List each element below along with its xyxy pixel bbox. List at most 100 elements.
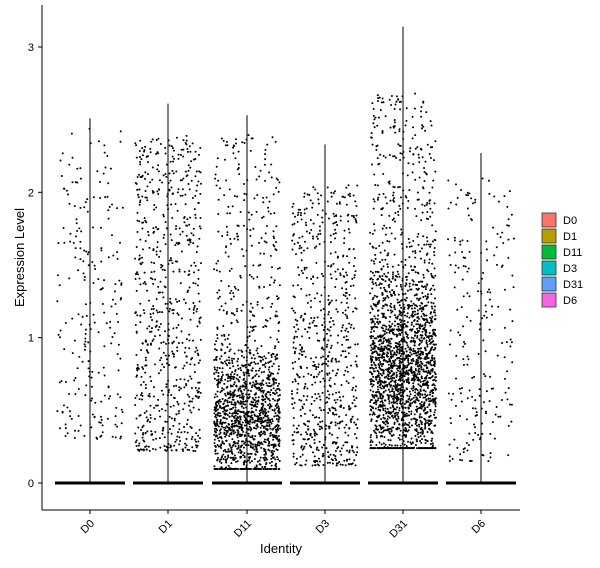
- data-point: [395, 285, 398, 288]
- data-point: [299, 365, 302, 368]
- data-point: [310, 374, 313, 377]
- data-point: [165, 358, 168, 361]
- series-points-D0: [56, 127, 124, 440]
- data-point: [59, 329, 62, 332]
- data-point: [417, 376, 420, 379]
- data-point: [232, 456, 235, 459]
- data-point: [256, 352, 259, 355]
- data-point: [64, 427, 67, 430]
- data-point: [231, 385, 234, 388]
- data-point: [430, 319, 433, 322]
- data-point: [345, 335, 348, 338]
- data-point: [375, 366, 378, 369]
- data-point: [327, 397, 330, 400]
- data-point: [217, 445, 220, 448]
- data-point: [262, 416, 265, 419]
- data-point: [182, 367, 185, 370]
- data-point: [256, 419, 259, 422]
- data-point: [240, 456, 243, 459]
- data-point: [393, 107, 396, 110]
- data-point: [355, 204, 358, 207]
- data-point: [378, 364, 381, 367]
- data-point: [381, 400, 384, 403]
- data-point: [272, 392, 275, 395]
- data-point: [267, 410, 270, 413]
- data-point: [415, 447, 418, 450]
- data-point: [236, 232, 239, 235]
- data-point: [213, 358, 216, 361]
- data-point: [194, 150, 197, 153]
- data-point: [396, 270, 399, 273]
- data-point: [179, 282, 182, 285]
- data-point: [394, 358, 397, 361]
- data-point: [312, 360, 315, 363]
- data-point: [265, 428, 268, 431]
- data-point: [328, 393, 331, 396]
- data-point: [434, 297, 437, 300]
- data-point: [406, 372, 409, 375]
- data-point: [388, 326, 391, 329]
- data-point: [403, 308, 406, 311]
- data-point: [345, 380, 348, 383]
- data-point: [276, 372, 279, 375]
- data-point: [375, 358, 378, 361]
- data-point: [335, 462, 338, 465]
- data-point: [348, 192, 351, 195]
- data-point: [419, 431, 422, 434]
- data-point: [342, 350, 345, 353]
- data-point: [111, 435, 114, 438]
- data-point: [390, 94, 393, 97]
- data-point: [244, 400, 247, 403]
- data-point: [321, 427, 324, 430]
- data-point: [314, 393, 317, 396]
- data-point: [216, 434, 219, 437]
- data-point: [378, 376, 381, 379]
- data-point: [297, 328, 300, 331]
- data-point: [303, 403, 306, 406]
- data-point: [272, 362, 275, 365]
- data-point: [423, 379, 426, 382]
- data-point: [386, 265, 389, 268]
- data-point: [419, 304, 422, 307]
- data-point: [172, 340, 175, 343]
- data-point: [267, 368, 270, 371]
- data-point: [410, 245, 413, 248]
- data-point: [352, 284, 355, 287]
- data-point: [60, 380, 63, 383]
- data-point: [266, 143, 269, 146]
- data-point: [391, 435, 394, 438]
- data-point: [254, 386, 257, 389]
- data-point: [374, 116, 377, 119]
- data-point: [188, 188, 191, 191]
- data-point: [275, 241, 278, 244]
- data-point: [399, 196, 402, 199]
- data-point: [397, 143, 400, 146]
- data-point: [417, 399, 420, 402]
- data-point: [138, 442, 141, 445]
- data-point: [147, 445, 150, 448]
- data-point: [414, 391, 417, 394]
- data-point: [149, 147, 152, 150]
- data-point: [164, 220, 167, 223]
- data-point: [348, 293, 351, 296]
- data-point: [396, 444, 399, 447]
- data-point: [404, 292, 407, 295]
- data-point: [163, 366, 166, 369]
- data-point: [235, 377, 238, 380]
- data-point: [309, 306, 312, 309]
- data-point: [336, 436, 339, 439]
- data-point: [264, 232, 267, 235]
- data-point: [428, 361, 431, 364]
- data-point: [419, 439, 422, 442]
- data-point: [264, 456, 267, 459]
- data-point: [236, 429, 239, 432]
- data-point: [418, 447, 421, 450]
- data-point: [349, 346, 352, 349]
- data-point: [243, 385, 246, 388]
- data-point: [294, 380, 297, 383]
- data-point: [225, 425, 228, 428]
- data-point: [193, 363, 196, 366]
- data-point: [144, 177, 147, 180]
- data-point: [239, 274, 242, 277]
- data-point: [142, 433, 145, 436]
